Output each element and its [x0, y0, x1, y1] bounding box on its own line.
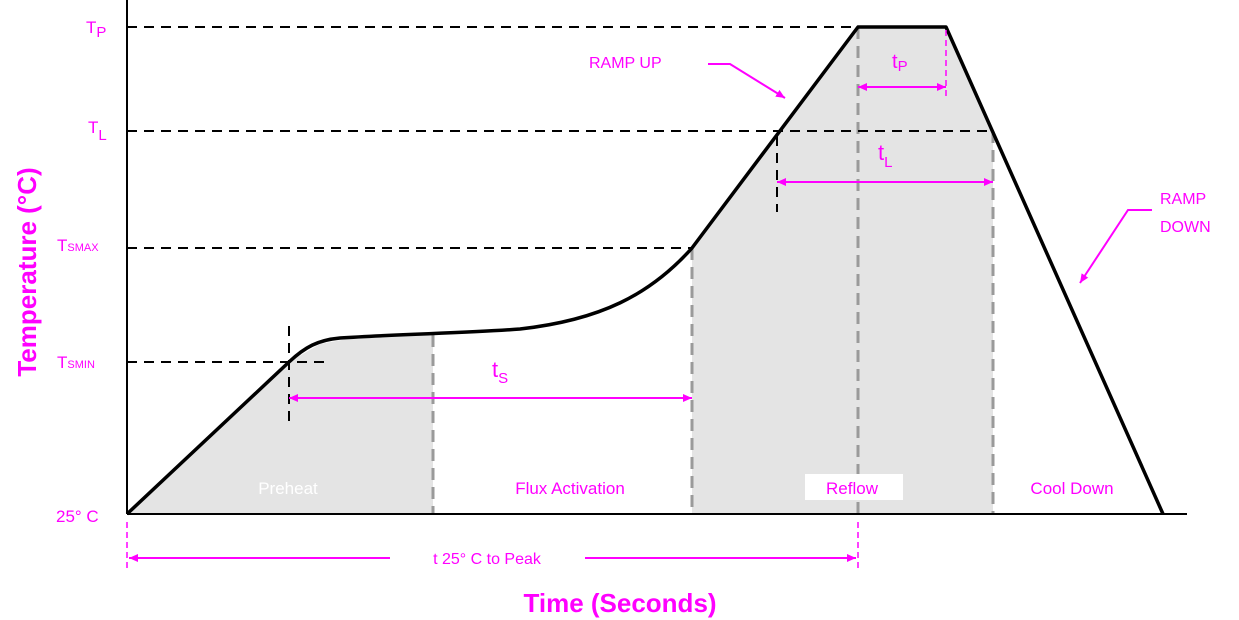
region-cooldown-label: Cool Down	[1030, 479, 1113, 498]
ramp-up-arrow	[708, 63, 786, 99]
t25-label: 25° C	[56, 507, 99, 526]
y-level-labels: TP TL TSMAX TSMIN 25° C	[56, 18, 107, 526]
region-flux-label: Flux Activation	[515, 479, 625, 498]
ramp-down-label-1: RAMP	[1160, 191, 1206, 208]
reflow-label-bg	[805, 474, 903, 500]
tsmax-label: TSMAX	[57, 236, 99, 255]
ramp-annotations: RAMP UP RAMP DOWN	[589, 55, 1211, 284]
tl-interval-label: tL	[878, 140, 892, 171]
ramp-down-arrow	[1079, 209, 1152, 284]
x-axis-title: Time (Seconds)	[523, 588, 716, 618]
shaded-regions	[127, 27, 993, 514]
y-axis-title: Temperature (°C)	[12, 167, 42, 376]
marker-ticks	[288, 136, 778, 422]
region-borders	[431, 27, 995, 514]
profile-curve	[125, 25, 1165, 516]
region-preheat-label: Preheat	[258, 479, 318, 498]
tp-label: TP	[86, 18, 106, 41]
reflow-shade	[692, 27, 993, 514]
ramp-down-label-2: DOWN	[1160, 219, 1211, 236]
preheat-shade	[127, 335, 433, 514]
interval-annotations: tS tL tP t 25° C to Peak	[126, 30, 993, 572]
t25-peak-label: t 25° C to Peak	[433, 551, 542, 568]
tl-label: TL	[88, 118, 107, 144]
ts-label: tS	[492, 357, 508, 387]
region-reflow-label: Reflow	[826, 479, 879, 498]
level-lines	[127, 26, 993, 363]
region-labels: Preheat Flux Activation Reflow Cool Down	[258, 474, 1114, 500]
axes	[126, 0, 1187, 515]
tp-interval-label: tP	[892, 51, 908, 75]
ramp-up-label: RAMP UP	[589, 55, 662, 72]
tsmin-label: TSMIN	[57, 353, 95, 372]
